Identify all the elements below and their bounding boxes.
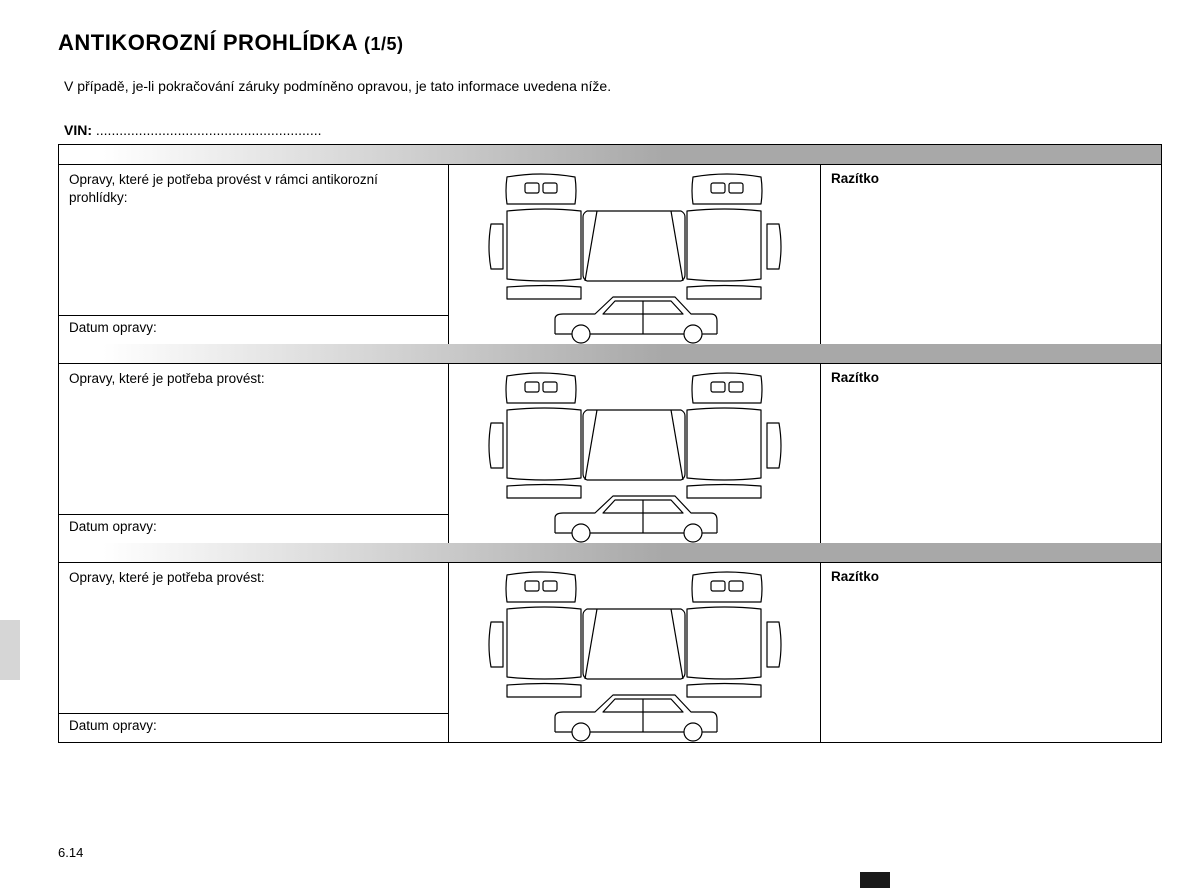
- car-diagram-icon: [485, 567, 785, 742]
- section-row: Opravy, které je potřeba provést v rámci…: [59, 165, 1161, 344]
- page-content: ANTIKOROZNÍ PROHLÍDKA (1/5) V případě, j…: [0, 0, 1200, 743]
- car-diagram-icon: [485, 368, 785, 543]
- col-left: Opravy, které je potřeba provést: Datum …: [59, 563, 449, 742]
- car-diagram-icon: [485, 169, 785, 344]
- page-title: ANTIKOROZNÍ PROHLÍDKA (1/5): [58, 30, 1162, 56]
- vin-dots: ........................................…: [92, 122, 322, 138]
- vin-line: VIN: ...................................…: [64, 122, 1162, 138]
- bottom-tab: [860, 872, 890, 888]
- date-label: Datum opravy:: [59, 316, 448, 344]
- gradient-divider: [59, 145, 1161, 165]
- section-row: Opravy, které je potřeba provést: Datum …: [59, 563, 1161, 742]
- col-diagram: [449, 364, 821, 543]
- stamp-label: Razítko: [821, 364, 1161, 543]
- repairs-label: Opravy, které je potřeba provést:: [59, 364, 448, 515]
- col-left: Opravy, které je potřeba provést: Datum …: [59, 364, 449, 543]
- repairs-label: Opravy, které je potřeba provést:: [59, 563, 448, 714]
- stamp-label: Razítko: [821, 563, 1161, 742]
- side-tab: [0, 620, 20, 680]
- page-number: 6.14: [58, 845, 83, 860]
- date-label: Datum opravy:: [59, 714, 448, 742]
- title-sub: (1/5): [364, 34, 404, 54]
- gradient-divider: [59, 344, 1161, 364]
- col-left: Opravy, které je potřeba provést v rámci…: [59, 165, 449, 344]
- section-row: Opravy, které je potřeba provést: Datum …: [59, 364, 1161, 543]
- inspection-table: Opravy, které je potřeba provést v rámci…: [58, 144, 1162, 743]
- col-diagram: [449, 563, 821, 742]
- stamp-label: Razítko: [821, 165, 1161, 344]
- gradient-divider: [59, 543, 1161, 563]
- repairs-label: Opravy, které je potřeba provést v rámci…: [59, 165, 448, 316]
- vin-label: VIN:: [64, 122, 92, 138]
- intro-text: V případě, je-li pokračování záruky podm…: [64, 78, 1162, 94]
- col-diagram: [449, 165, 821, 344]
- title-main: ANTIKOROZNÍ PROHLÍDKA: [58, 30, 357, 55]
- date-label: Datum opravy:: [59, 515, 448, 543]
